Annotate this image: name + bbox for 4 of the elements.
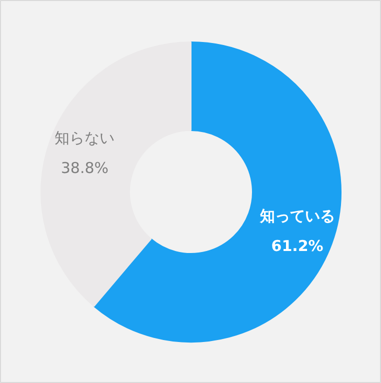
slice-label: 知っている: [258, 206, 335, 225]
data-label: 38.8%: [60, 159, 109, 178]
slice-label: 知らない: [54, 129, 115, 148]
data-label: 61.2%: [271, 236, 324, 255]
